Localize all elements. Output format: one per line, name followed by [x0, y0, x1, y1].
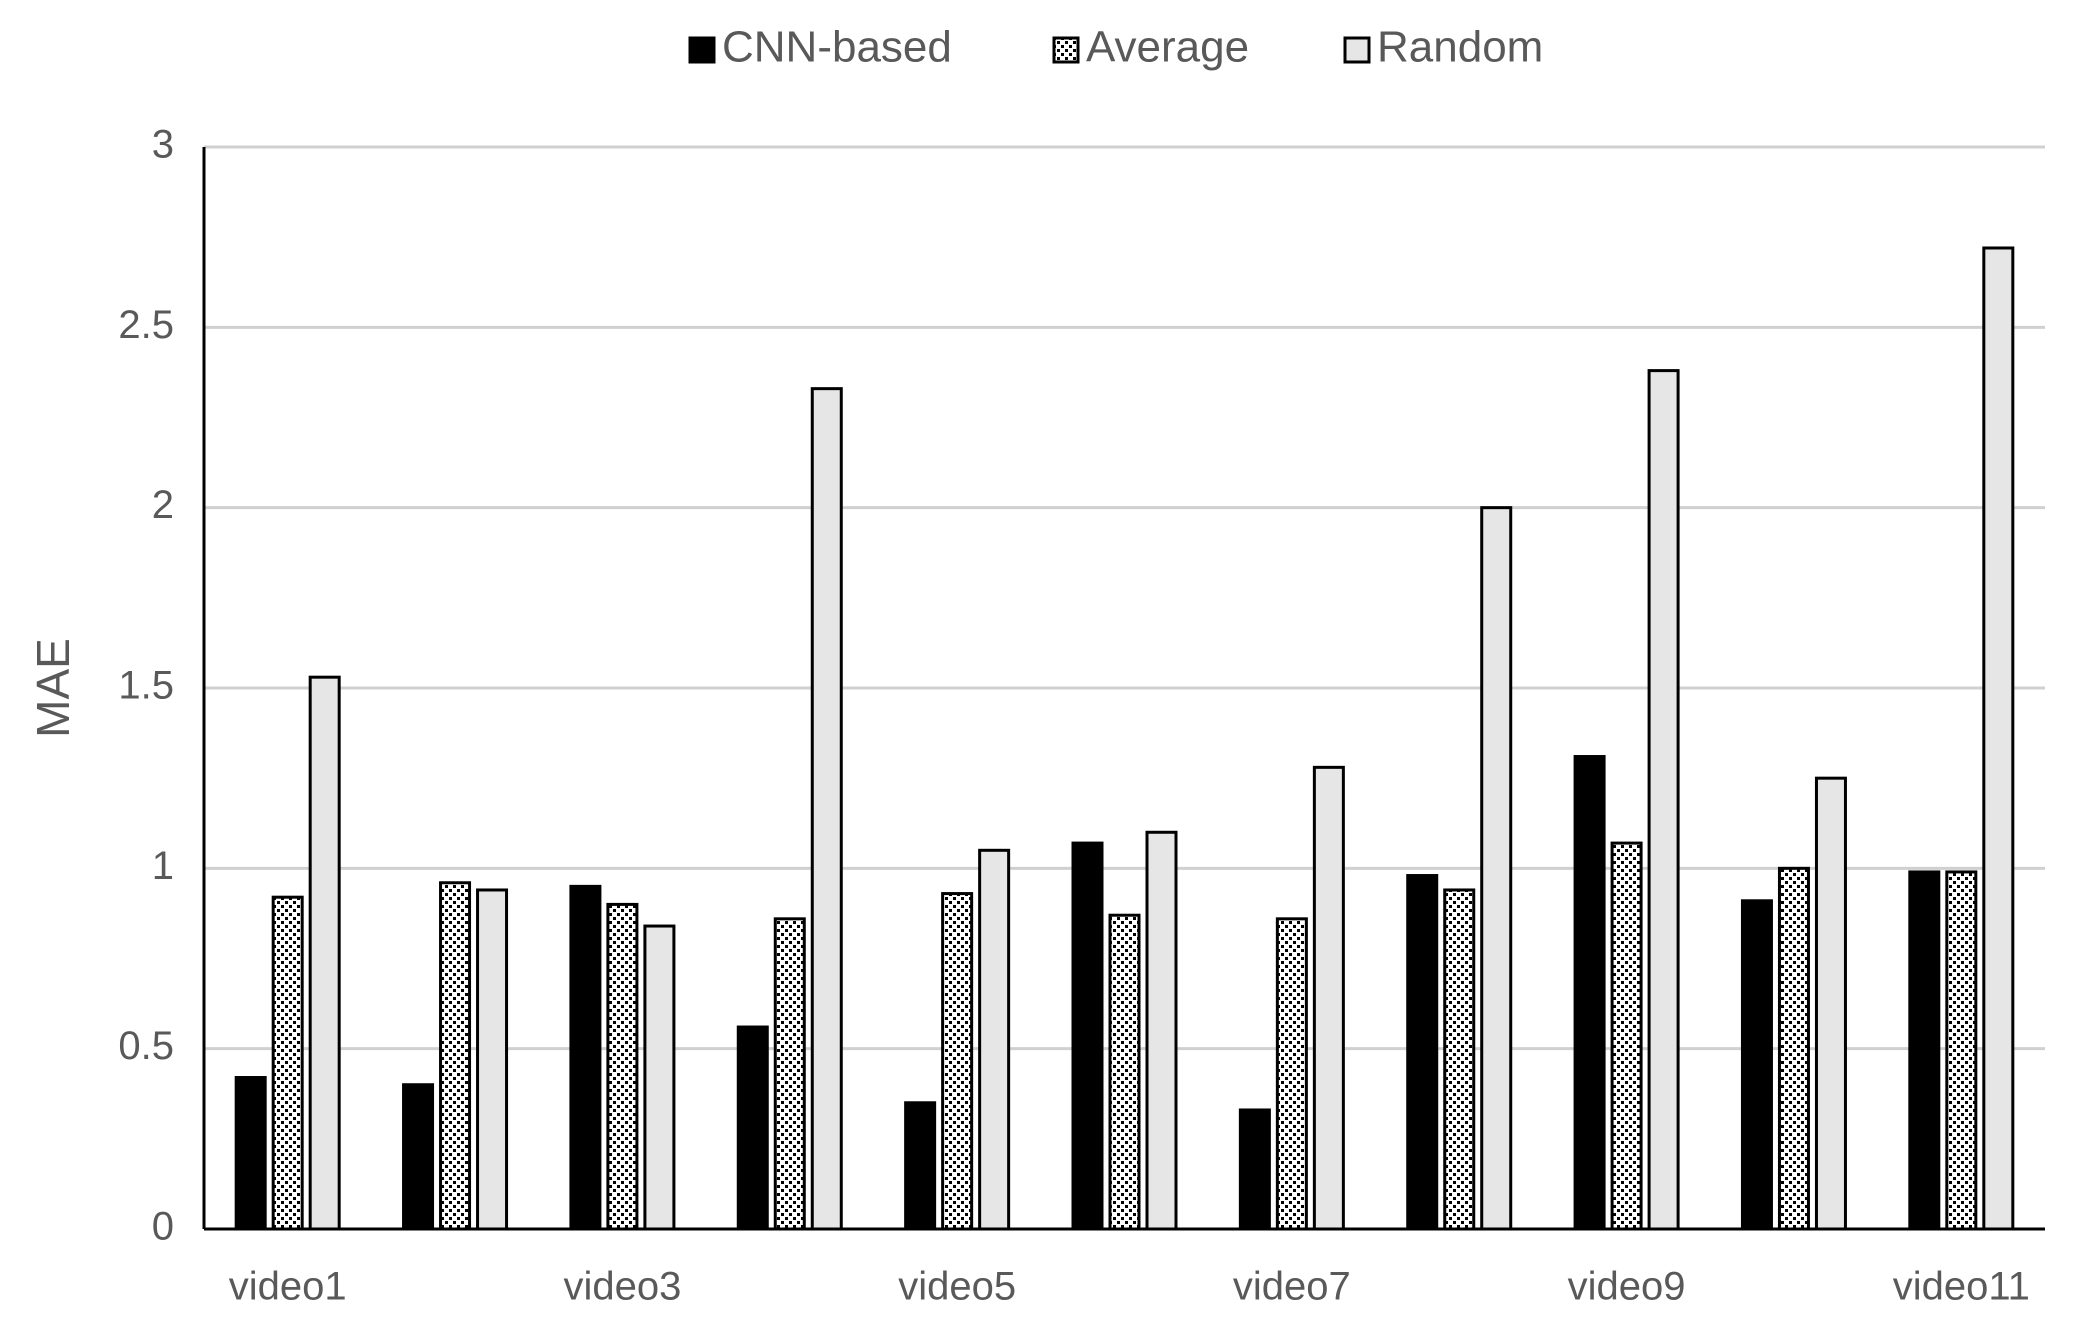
- legend-label: CNN-based: [722, 23, 952, 72]
- y-tick-label: 2.5: [118, 303, 174, 347]
- x-tick-label: video7: [1233, 1265, 1351, 1309]
- bar: [1740, 899, 1773, 1231]
- bar: [1071, 841, 1104, 1231]
- bar: [476, 888, 509, 1231]
- bar: [1275, 917, 1308, 1231]
- bar: [402, 1083, 435, 1231]
- bar: [1443, 888, 1476, 1231]
- bar: [1406, 874, 1439, 1231]
- bar: [1108, 913, 1141, 1231]
- legend-swatch: [1052, 36, 1080, 64]
- x-tick-label: video1: [229, 1265, 347, 1309]
- legend-swatch: [688, 36, 716, 64]
- y-tick-label: 0.5: [118, 1024, 174, 1068]
- bar: [643, 924, 676, 1231]
- bar: [308, 675, 341, 1231]
- bar: [1982, 246, 2015, 1231]
- legend-swatch: [1343, 36, 1371, 64]
- x-tick-label: video11: [1893, 1265, 2030, 1309]
- bar: [978, 848, 1011, 1231]
- legend-label: Average: [1086, 23, 1249, 72]
- y-tick-label: 1: [152, 844, 174, 888]
- bar: [1814, 776, 1847, 1231]
- bar: [941, 892, 974, 1231]
- bar: [439, 881, 472, 1231]
- bar: [1312, 765, 1345, 1231]
- bar: [1908, 870, 1941, 1231]
- bar: [1777, 866, 1810, 1231]
- y-tick-label: 0: [152, 1205, 174, 1249]
- bar: [1480, 506, 1513, 1231]
- bar: [271, 895, 304, 1231]
- bar: [810, 387, 843, 1231]
- bar: [569, 884, 602, 1231]
- x-tick-label: video5: [898, 1265, 1016, 1309]
- y-tick-label: 3: [152, 123, 174, 167]
- bar: [904, 1101, 937, 1231]
- x-tick-label: video3: [563, 1265, 681, 1309]
- bar: [606, 902, 639, 1231]
- bar: [1647, 369, 1680, 1231]
- bar: [1238, 1108, 1271, 1231]
- y-tick-label: 1.5: [118, 664, 174, 708]
- y-axis-label: MAE: [27, 638, 79, 738]
- bar: [234, 1076, 267, 1231]
- bar: [773, 917, 806, 1231]
- y-tick-label: 2: [152, 483, 174, 527]
- legend-label: Random: [1377, 23, 1543, 72]
- x-tick-label: video9: [1568, 1265, 1686, 1309]
- bar: [1573, 755, 1606, 1231]
- bar: [1145, 830, 1178, 1231]
- bar: [1610, 841, 1643, 1231]
- bar: [1945, 870, 1978, 1231]
- bar: [736, 1025, 769, 1231]
